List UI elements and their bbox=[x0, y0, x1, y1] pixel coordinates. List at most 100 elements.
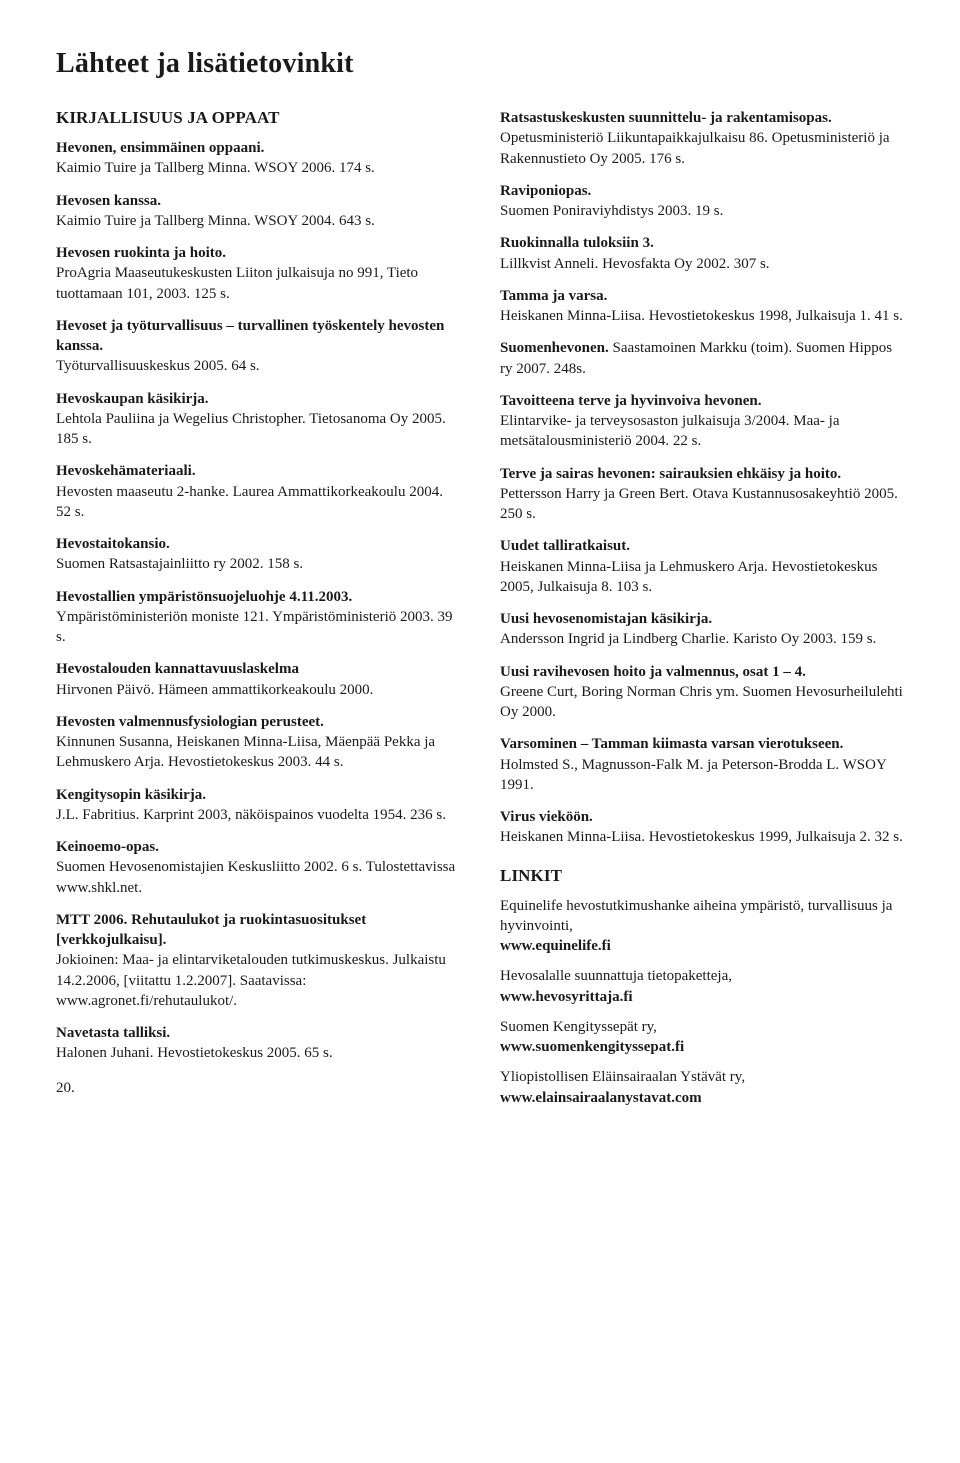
bibliography-entry: MTT 2006. Rehutaulukot ja ruokintasuosit… bbox=[56, 910, 460, 1011]
entry-detail: Heiskanen Minna-Liisa. Hevostietokeskus … bbox=[500, 827, 904, 847]
bibliography-entry: Tamma ja varsa.Heiskanen Minna-Liisa. He… bbox=[500, 286, 904, 327]
right-links: Equinelife hevostutkimushanke aiheina ym… bbox=[500, 896, 904, 1108]
entry-detail: Heiskanen Minna-Liisa. Hevostietokeskus … bbox=[500, 306, 904, 326]
entry-detail: Kinnunen Susanna, Heiskanen Minna-Liisa,… bbox=[56, 732, 460, 773]
right-column: Ratsastuskeskusten suunnittelu- ja raken… bbox=[500, 108, 904, 1118]
entry-detail: Hirvonen Päivö. Hämeen ammattikorkeakoul… bbox=[56, 680, 460, 700]
link-description: Hevosalalle suunnattuja tietopaketteja, bbox=[500, 966, 904, 986]
entry-detail: Lillkvist Anneli. Hevosfakta Oy 2002. 30… bbox=[500, 254, 904, 274]
entry-title: Ruokinnalla tuloksiin 3. bbox=[500, 233, 904, 253]
entry-inline: Suomenhevonen. Saastamoinen Markku (toim… bbox=[500, 338, 904, 379]
link-description: Suomen Kengityssepät ry, bbox=[500, 1017, 904, 1037]
bibliography-entry: Uusi ravihevosen hoito ja valmennus, osa… bbox=[500, 662, 904, 723]
entry-title: Hevosten valmennusfysiologian perusteet. bbox=[56, 712, 460, 732]
bibliography-entry: Kengitysopin käsikirja.J.L. Fabritius. K… bbox=[56, 785, 460, 826]
link-entry: Yliopistollisen Eläinsairaalan Ystävät r… bbox=[500, 1067, 904, 1108]
bibliography-entry: Tavoitteena terve ja hyvinvoiva hevonen.… bbox=[500, 391, 904, 452]
entry-detail: Holmsted S., Magnusson-Falk M. ja Peters… bbox=[500, 757, 886, 793]
entry-inline: Varsominen – Tamman kiimasta varsan vier… bbox=[500, 734, 904, 795]
entry-title: MTT 2006. Rehutaulukot ja ruokintasuosit… bbox=[56, 910, 460, 951]
bibliography-entry: Uudet talliratkaisut.Heiskanen Minna-Lii… bbox=[500, 536, 904, 597]
entry-title: Raviponiopas. bbox=[500, 181, 904, 201]
bibliography-entry: Uusi hevosenomistajan käsikirja.Andersso… bbox=[500, 609, 904, 650]
two-column-layout: KIRJALLISUUS JA OPPAAT Hevonen, ensimmäi… bbox=[56, 108, 904, 1118]
bibliography-entry: Raviponiopas.Suomen Poniraviyhdistys 200… bbox=[500, 181, 904, 222]
entry-title: Kengitysopin käsikirja. bbox=[56, 785, 460, 805]
entry-detail: Opetusministeriö Liikuntapaikkajulkaisu … bbox=[500, 128, 904, 169]
entry-detail: Suomen Ratsastajainliitto ry 2002. 158 s… bbox=[56, 554, 460, 574]
section-heading-links: LINKIT bbox=[500, 866, 904, 886]
bibliography-entry: Hevosten valmennusfysiologian perusteet.… bbox=[56, 712, 460, 773]
link-entry: Equinelife hevostutkimushanke aiheina ym… bbox=[500, 896, 904, 957]
entry-title: Hevosen ruokinta ja hoito. bbox=[56, 243, 460, 263]
left-column: KIRJALLISUUS JA OPPAAT Hevonen, ensimmäi… bbox=[56, 108, 460, 1118]
bibliography-entry: Hevosen kanssa.Kaimio Tuire ja Tallberg … bbox=[56, 191, 460, 232]
page-number: 20. bbox=[56, 1080, 460, 1097]
link-url[interactable]: www.hevosyrittaja.fi bbox=[500, 987, 904, 1007]
link-entry: Suomen Kengityssepät ry,www.suomenkengit… bbox=[500, 1017, 904, 1058]
section-heading-literature: KIRJALLISUUS JA OPPAAT bbox=[56, 108, 460, 128]
entry-title: Uusi hevosenomistajan käsikirja. bbox=[500, 609, 904, 629]
entry-title: Varsominen – Tamman kiimasta varsan vier… bbox=[500, 736, 843, 752]
bibliography-entry: Suomenhevonen. Saastamoinen Markku (toim… bbox=[500, 338, 904, 379]
bibliography-entry: Ratsastuskeskusten suunnittelu- ja raken… bbox=[500, 108, 904, 169]
link-url[interactable]: www.suomenkengityssepat.fi bbox=[500, 1037, 904, 1057]
bibliography-entry: Hevonen, ensimmäinen oppaani.Kaimio Tuir… bbox=[56, 138, 460, 179]
entry-title: Hevoskehämateriaali. bbox=[56, 461, 460, 481]
entry-detail: J.L. Fabritius. Karprint 2003, näköispai… bbox=[56, 805, 460, 825]
entry-detail: Elintarvike- ja terveysosaston julkaisuj… bbox=[500, 411, 904, 452]
entry-detail: Halonen Juhani. Hevostietokeskus 2005. 6… bbox=[56, 1043, 460, 1063]
entry-detail: Andersson Ingrid ja Lindberg Charlie. Ka… bbox=[500, 629, 904, 649]
bibliography-entry: Hevostaitokansio.Suomen Ratsastajainliit… bbox=[56, 534, 460, 575]
link-url[interactable]: www.elainsairaalanystavat.com bbox=[500, 1088, 904, 1108]
entry-detail: Lehtola Pauliina ja Wegelius Christopher… bbox=[56, 409, 460, 450]
entry-title: Hevostaitokansio. bbox=[56, 534, 460, 554]
right-entries: Ratsastuskeskusten suunnittelu- ja raken… bbox=[500, 108, 904, 848]
bibliography-entry: Hevosen ruokinta ja hoito.ProAgria Maase… bbox=[56, 243, 460, 304]
bibliography-entry: Hevostalouden kannattavuuslaskelmaHirvon… bbox=[56, 659, 460, 700]
entry-title: Navetasta talliksi. bbox=[56, 1023, 460, 1043]
entry-title: Hevonen, ensimmäinen oppaani. bbox=[56, 138, 460, 158]
bibliography-entry: Keinoemo-opas.Suomen Hevosenomistajien K… bbox=[56, 837, 460, 898]
bibliography-entry: Hevoset ja työturvallisuus – turvallinen… bbox=[56, 316, 460, 377]
entry-title: Ratsastuskeskusten suunnittelu- ja raken… bbox=[500, 108, 904, 128]
bibliography-entry: Navetasta talliksi.Halonen Juhani. Hevos… bbox=[56, 1023, 460, 1064]
entry-title: Hevoskaupan käsikirja. bbox=[56, 389, 460, 409]
entry-detail: Ympäristöministeriön moniste 121. Ympäri… bbox=[56, 607, 460, 648]
bibliography-entry: Hevoskehämateriaali.Hevosten maaseutu 2-… bbox=[56, 461, 460, 522]
entry-title: Hevoset ja työturvallisuus – turvallinen… bbox=[56, 316, 460, 357]
entry-detail: ProAgria Maaseutukeskusten Liiton julkai… bbox=[56, 263, 460, 304]
entry-title: Tamma ja varsa. bbox=[500, 286, 904, 306]
entry-detail: Jokioinen: Maa- ja elintarviketalouden t… bbox=[56, 950, 460, 1011]
entry-detail: Kaimio Tuire ja Tallberg Minna. WSOY 200… bbox=[56, 211, 460, 231]
entry-detail: Työturvallisuuskeskus 2005. 64 s. bbox=[56, 356, 460, 376]
entry-title: Hevosen kanssa. bbox=[56, 191, 460, 211]
entry-title: Hevostalouden kannattavuuslaskelma bbox=[56, 659, 460, 679]
bibliography-entry: Hevoskaupan käsikirja.Lehtola Pauliina j… bbox=[56, 389, 460, 450]
entry-title: Keinoemo-opas. bbox=[56, 837, 460, 857]
entry-title: Terve ja sairas hevonen: sairauksien ehk… bbox=[500, 464, 904, 484]
entry-title: Uusi ravihevosen hoito ja valmennus, osa… bbox=[500, 662, 904, 682]
left-entries: Hevonen, ensimmäinen oppaani.Kaimio Tuir… bbox=[56, 138, 460, 1064]
entry-detail: Heiskanen Minna-Liisa ja Lehmuskero Arja… bbox=[500, 557, 904, 598]
bibliography-entry: Ruokinnalla tuloksiin 3.Lillkvist Anneli… bbox=[500, 233, 904, 274]
entry-title: Suomenhevonen. bbox=[500, 340, 609, 356]
link-description: Yliopistollisen Eläinsairaalan Ystävät r… bbox=[500, 1067, 904, 1087]
entry-detail: Greene Curt, Boring Norman Chris ym. Suo… bbox=[500, 682, 904, 723]
page-title: Lähteet ja lisätietovinkit bbox=[56, 48, 904, 80]
entry-title: Uudet talliratkaisut. bbox=[500, 536, 904, 556]
bibliography-entry: Varsominen – Tamman kiimasta varsan vier… bbox=[500, 734, 904, 795]
entry-title: Tavoitteena terve ja hyvinvoiva hevonen. bbox=[500, 391, 904, 411]
entry-title: Hevostallien ympäristönsuojeluohje 4.11.… bbox=[56, 587, 460, 607]
bibliography-entry: Hevostallien ympäristönsuojeluohje 4.11.… bbox=[56, 587, 460, 648]
entry-detail: Suomen Hevosenomistajien Keskusliitto 20… bbox=[56, 857, 460, 898]
link-description: Equinelife hevostutkimushanke aiheina ym… bbox=[500, 896, 904, 937]
entry-detail: Suomen Poniraviyhdistys 2003. 19 s. bbox=[500, 201, 904, 221]
entry-detail: Hevosten maaseutu 2-hanke. Laurea Ammatt… bbox=[56, 482, 460, 523]
entry-title: Virus vieköön. bbox=[500, 807, 904, 827]
entry-detail: Kaimio Tuire ja Tallberg Minna. WSOY 200… bbox=[56, 158, 460, 178]
page-container: Lähteet ja lisätietovinkit KIRJALLISUUS … bbox=[0, 0, 960, 1158]
link-url[interactable]: www.equinelife.fi bbox=[500, 936, 904, 956]
bibliography-entry: Terve ja sairas hevonen: sairauksien ehk… bbox=[500, 464, 904, 525]
bibliography-entry: Virus vieköön.Heiskanen Minna-Liisa. Hev… bbox=[500, 807, 904, 848]
